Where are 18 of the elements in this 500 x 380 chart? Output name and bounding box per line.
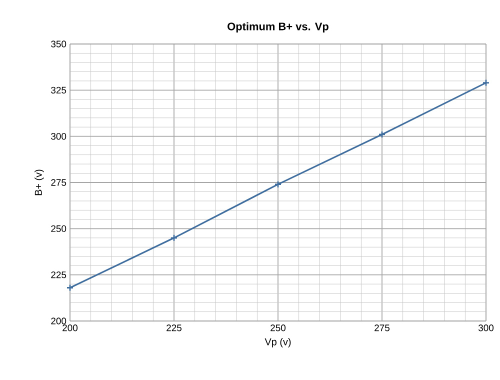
- y-tick-label: 300: [51, 132, 66, 140]
- x-tick-label: 250: [270, 324, 286, 332]
- x-tick-label: 200: [62, 324, 78, 332]
- point: [378, 130, 386, 138]
- chart-title: Optimum B+ vs. Vp: [228, 22, 328, 32]
- x-tick-label: 300: [478, 324, 494, 332]
- y-tick-label: 325: [51, 86, 66, 94]
- y-tick-label: 250: [51, 225, 66, 232]
- point: [170, 234, 178, 242]
- y-tick-label: 200: [51, 318, 66, 324]
- y-axis-title: B+ (v): [34, 170, 44, 196]
- x-axis-title: Vp (v): [264, 338, 291, 348]
- x-tick-label: 275: [374, 324, 390, 332]
- point: [274, 180, 282, 188]
- y-tick-label: 275: [51, 179, 66, 186]
- y-tick-label: 225: [51, 271, 66, 278]
- y-tick-label: 350: [51, 40, 66, 48]
- x-tick-label: 225: [166, 324, 182, 332]
